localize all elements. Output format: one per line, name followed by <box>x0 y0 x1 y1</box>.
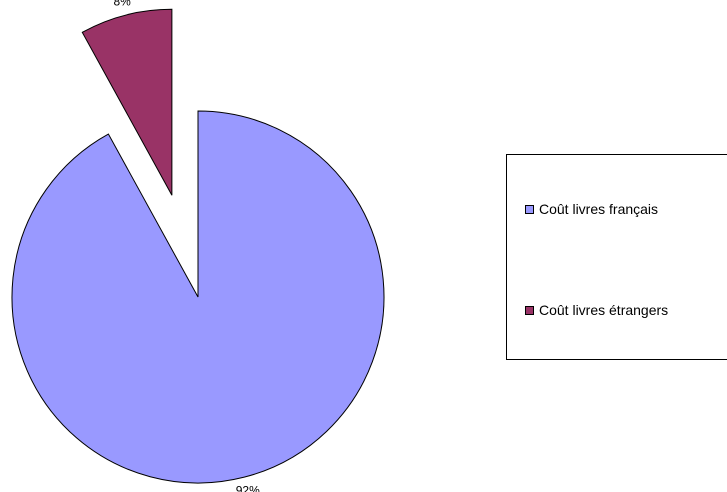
pie-slice-0 <box>11 110 385 484</box>
legend-label-francais: Coût livres français <box>539 201 659 217</box>
slice-data-label-1: 8% <box>113 0 131 9</box>
legend-swatch-etrangers <box>525 305 534 315</box>
legend: Coût livres français Coût livres étrange… <box>506 154 727 360</box>
legend-label-etrangers: Coût livres étrangers <box>539 302 669 318</box>
legend-item-etrangers: Coût livres étrangers <box>525 302 668 318</box>
legend-swatch-francais <box>525 204 534 214</box>
pie-chart: 92% 8% <box>11 0 385 492</box>
legend-item-francais: Coût livres français <box>525 201 658 217</box>
pie-slice-1 <box>81 8 173 196</box>
slice-data-label-0: 92% <box>236 484 260 492</box>
